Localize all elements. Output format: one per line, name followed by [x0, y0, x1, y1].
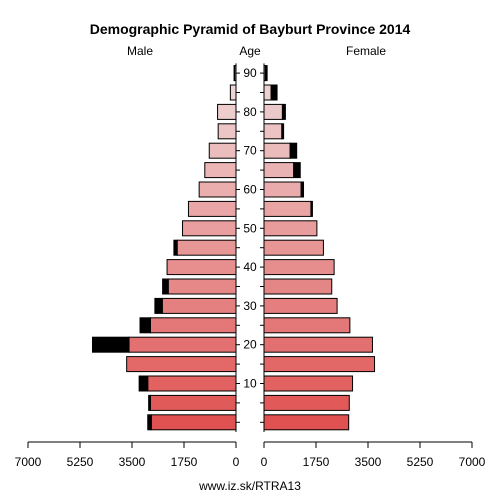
male-bar [126, 356, 237, 373]
female-excess-bar [281, 103, 286, 120]
chart-title: Demographic Pyramid of Bayburt Province … [90, 21, 411, 37]
female-excess-bar [289, 142, 298, 159]
female-excess-bar [281, 123, 285, 140]
female-bar [263, 375, 354, 392]
axes-layer [27, 63, 473, 448]
female-bar [263, 259, 335, 276]
male-bar [208, 142, 237, 159]
female-excess-bar [270, 84, 278, 101]
female-bar [263, 394, 350, 411]
x-tick-label-right: 5250 [407, 455, 434, 469]
age-label: Age [239, 44, 261, 58]
female-label: Female [346, 44, 386, 58]
age-tick-label: 50 [243, 221, 257, 235]
female-excess-bar [293, 162, 301, 179]
male-bar [217, 123, 237, 140]
male-excess-bar [138, 375, 149, 392]
x-tick-label-left: 5250 [67, 455, 94, 469]
x-tick-label-right: 1750 [303, 455, 330, 469]
male-bar [167, 278, 237, 295]
female-bar [263, 278, 333, 295]
male-bar [229, 84, 237, 101]
x-tick-label-left: 1750 [171, 455, 198, 469]
female-bar [263, 123, 283, 140]
age-tick-label: 60 [243, 183, 257, 197]
female-excess-bar [264, 65, 268, 82]
male-bar [182, 220, 237, 237]
x-tick-label-right: 0 [261, 455, 268, 469]
bars-layer [91, 65, 376, 431]
male-bar [217, 103, 237, 120]
source-label: www.iz.sk/RTRA13 [198, 479, 301, 493]
age-tick-label: 90 [243, 66, 257, 80]
x-tick-label-left: 7000 [15, 455, 42, 469]
female-bar [263, 414, 350, 431]
age-tick-label: 20 [243, 338, 257, 352]
male-bar [198, 181, 237, 198]
male-bar [187, 200, 237, 217]
male-excess-bar [91, 336, 130, 353]
female-bar [263, 220, 318, 237]
male-bar [166, 259, 237, 276]
male-excess-bar [233, 65, 236, 82]
female-bar [263, 297, 338, 314]
female-bar [263, 181, 302, 198]
female-excess-bar [310, 200, 313, 217]
female-bar [263, 84, 272, 101]
male-bar [149, 317, 237, 334]
female-bar [263, 317, 351, 334]
female-excess-bar [300, 181, 305, 198]
male-label: Male [127, 44, 153, 58]
male-bar [161, 297, 237, 314]
male-bar [176, 239, 237, 256]
male-excess-bar [148, 394, 151, 411]
male-excess-bar [154, 297, 163, 314]
female-bar [263, 200, 312, 217]
age-tick-label: 70 [243, 144, 257, 158]
male-excess-bar [173, 239, 178, 256]
female-bar [263, 162, 295, 179]
x-tick-label-left: 0 [233, 455, 240, 469]
age-tick-label: 10 [243, 377, 257, 391]
female-bar [263, 103, 283, 120]
male-excess-bar [162, 278, 169, 295]
male-bar [149, 394, 237, 411]
male-bar [204, 162, 237, 179]
male-excess-bar [147, 414, 152, 431]
male-bar [147, 375, 237, 392]
age-tick-label: 80 [243, 105, 257, 119]
x-tick-label-right: 3500 [355, 455, 382, 469]
age-tick-label: 40 [243, 260, 257, 274]
female-bar [263, 142, 291, 159]
female-bar [263, 356, 376, 373]
male-bar [128, 336, 237, 353]
female-bar [263, 239, 324, 256]
x-tick-label-left: 3500 [119, 455, 146, 469]
tick-labels-layer: 10 20 30 40 50 60 70 80 90 7000 5250 3500 1750 0 0 1750… [15, 66, 486, 469]
female-bar [263, 336, 373, 353]
male-excess-bar [139, 317, 151, 334]
age-tick-label: 30 [243, 299, 257, 313]
x-tick-label-right: 7000 [459, 455, 486, 469]
male-bar [150, 414, 237, 431]
